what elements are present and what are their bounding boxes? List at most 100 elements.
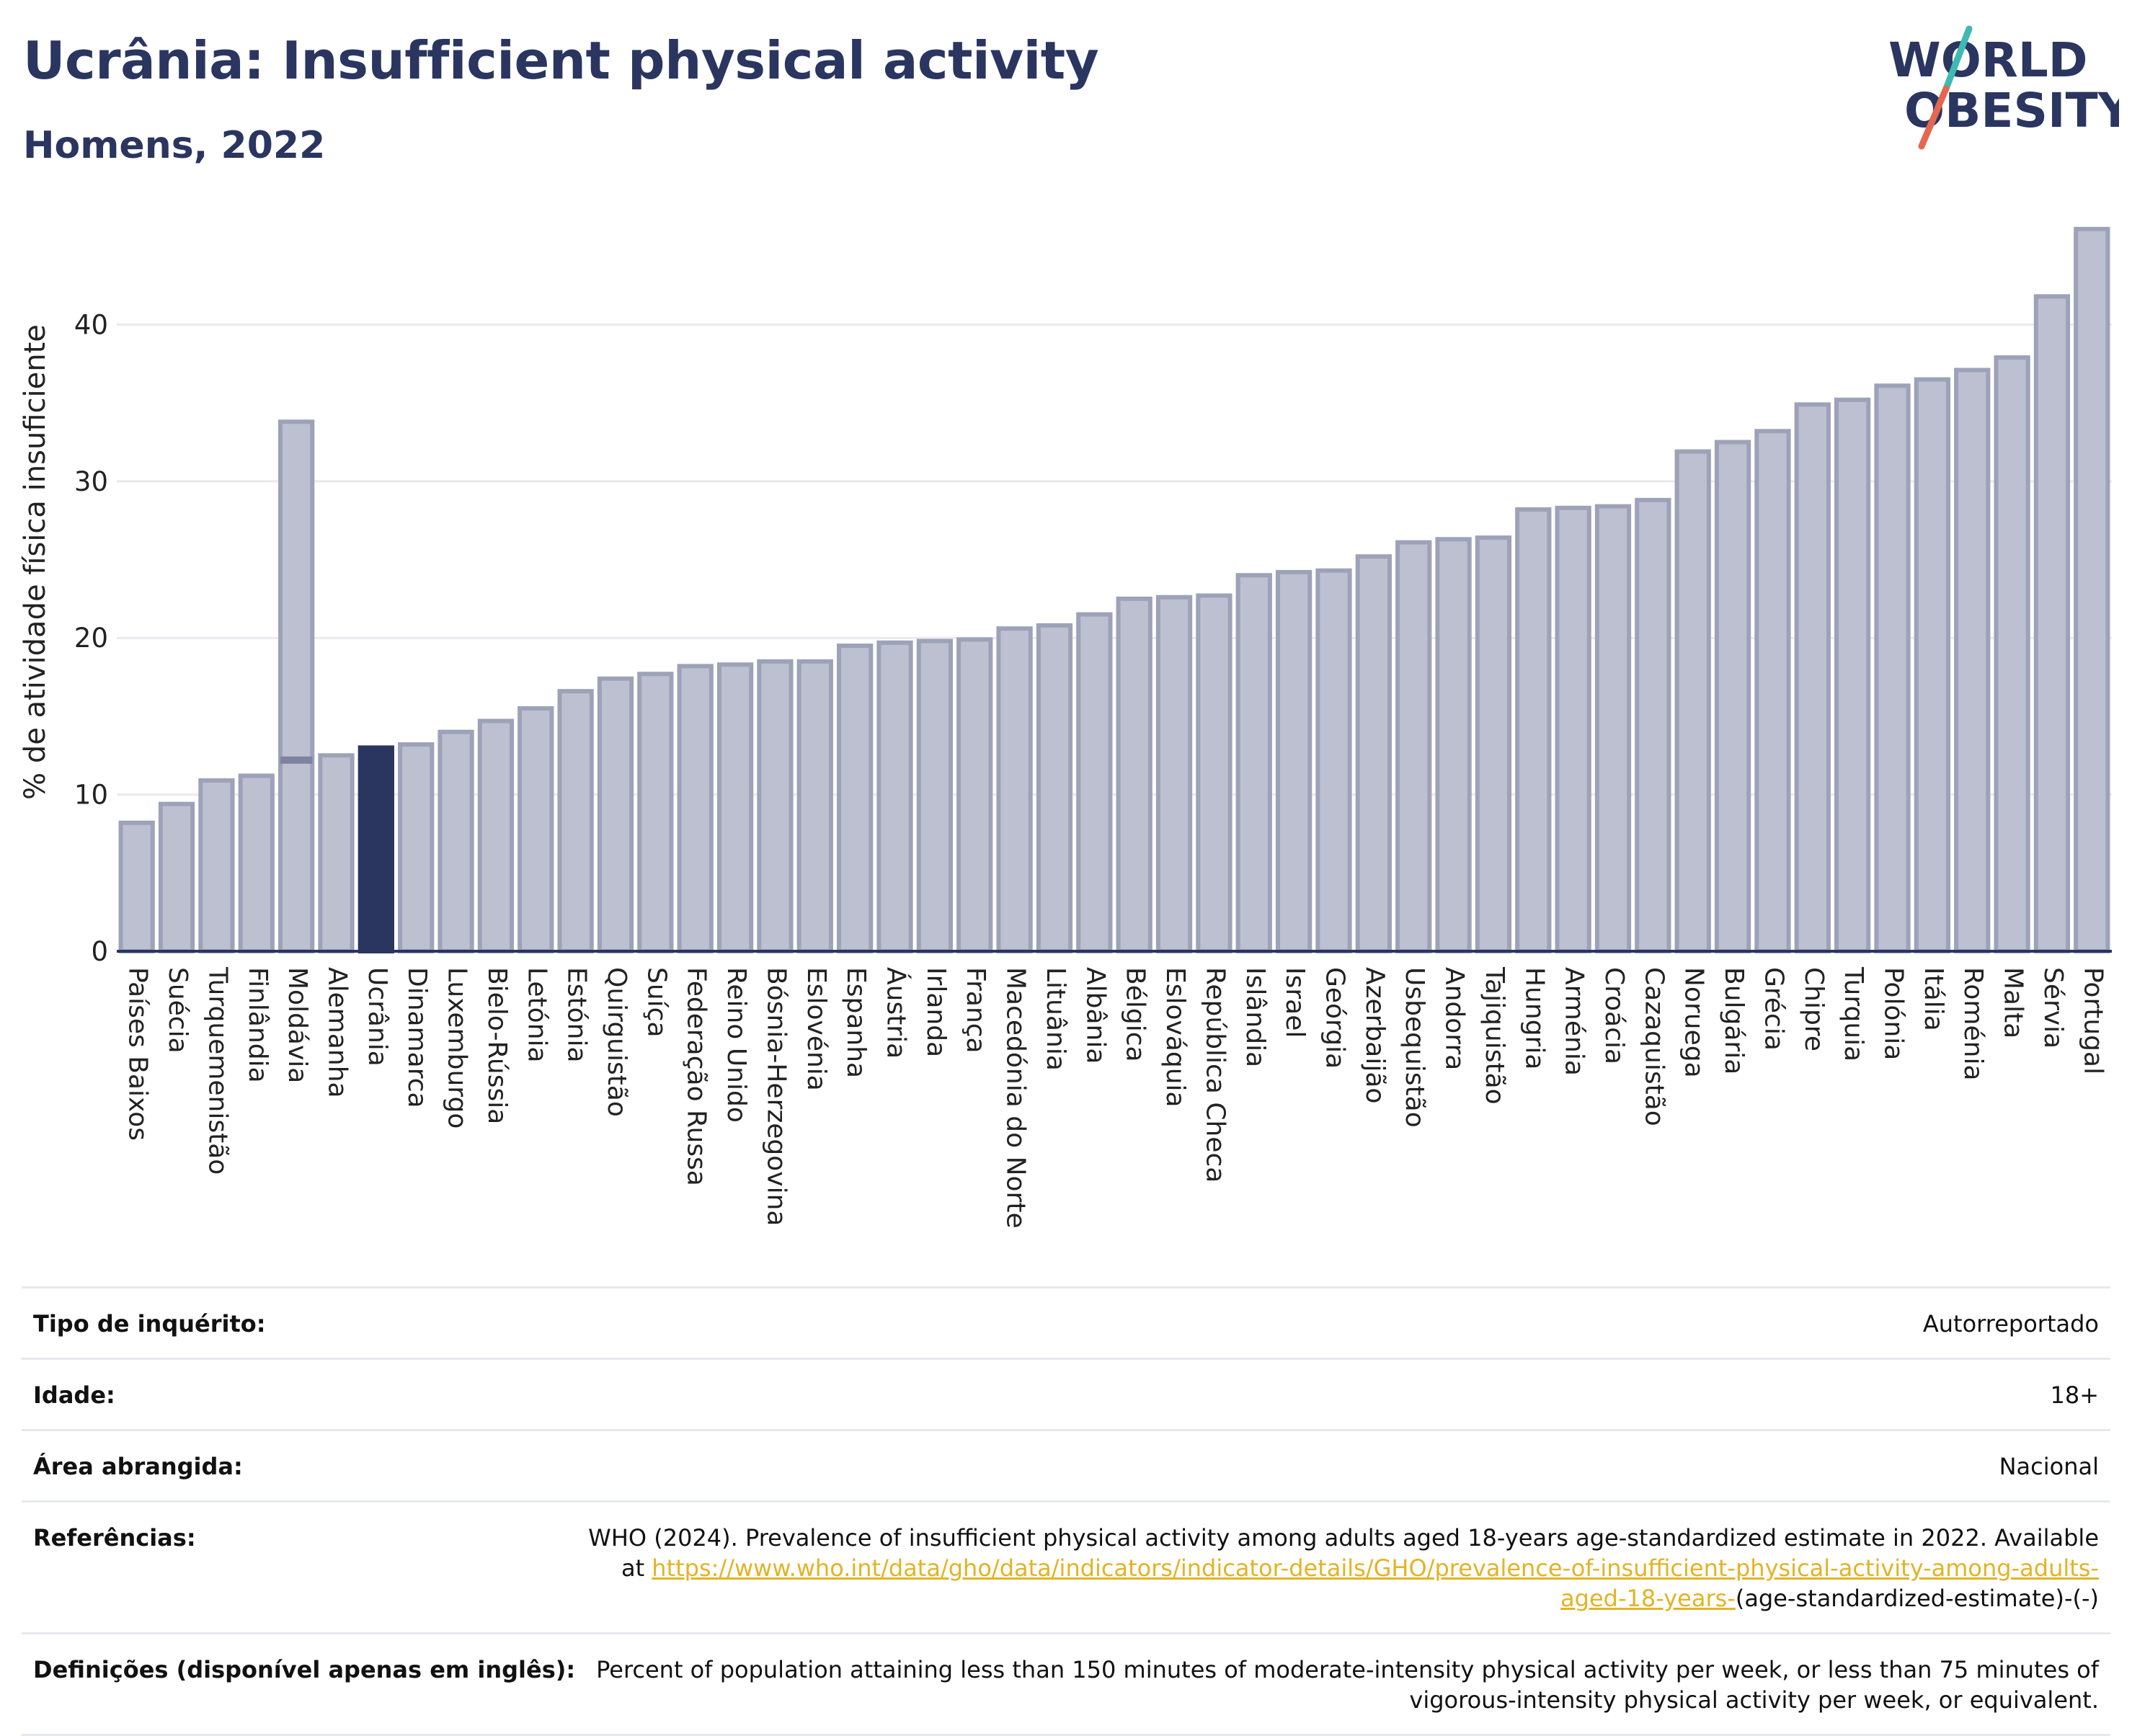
x-tick-label-suecia: Suécia [163, 967, 192, 1054]
overlay-marks [280, 756, 313, 764]
logo-slash-top [1942, 25, 1973, 92]
x-tick-label-grecia: Grécia [1759, 967, 1788, 1051]
bar-ucrania [357, 745, 394, 954]
y-tick-label-20: 20 [74, 623, 108, 654]
x-tick-label-reino-unido: Reino Unido [721, 967, 751, 1123]
bar-dinamarca [398, 742, 435, 953]
x-tick-label-turquemenistao: Turquemenistão [203, 966, 232, 1175]
bar-macedonia-do-norte [996, 626, 1033, 953]
x-tick-label-azerbaijao: Azerbaijão [1360, 967, 1390, 1103]
x-tick-label-croacia: Croácia [1599, 967, 1629, 1064]
bars [118, 226, 2110, 954]
chart-subtitle: Homens, 2022 [23, 124, 326, 167]
x-tick-label-dinamarca: Dinamarca [402, 967, 432, 1108]
bar-israel [1275, 569, 1312, 953]
bar-tajiquistao [1475, 535, 1512, 953]
x-tick-label-federacao-russa: Federação Russa [682, 967, 711, 1186]
bar-espanha [837, 644, 874, 954]
bar-belgica [1116, 596, 1152, 953]
x-axis-labels: Países Baixos Suécia Turquemenistão Finlând… [123, 966, 2108, 1229]
x-tick-label-alemanha: Alemanha [322, 967, 352, 1098]
bar-servia [2033, 294, 2071, 954]
info-row-age: Idade: 18+ [22, 1358, 2110, 1429]
x-tick-label-hungria: Hungria [1519, 967, 1549, 1069]
x-tick-label-lituania: Lituânia [1041, 967, 1070, 1071]
bar-turquemenistao [198, 778, 235, 953]
bar-estonia [557, 689, 594, 953]
x-tick-label-italia: Itália [1919, 967, 1948, 1031]
x-tick-label-espanha: Espanha [841, 967, 871, 1078]
bar-suecia [158, 801, 195, 954]
bar-chart: 0 10 20 30 40 Países Baixos Suécia Turquemenis… [19, 226, 2112, 1229]
bar-reino-unido [716, 662, 754, 953]
x-tick-label-romenia: Roménia [1958, 967, 1988, 1081]
chart-title: Ucrânia: Insufficient physical activity [23, 30, 1099, 91]
x-tick-label-armenia: Arménia [1560, 967, 1589, 1076]
x-tick-label-paises-baixos: Países Baixos [123, 967, 153, 1141]
bar-albania [1076, 612, 1113, 953]
bar-romenia [1954, 368, 1991, 953]
x-tick-label-islandia: Islândia [1240, 967, 1270, 1067]
bar-eslovaquia [1155, 595, 1193, 954]
survey-type-label: Tipo de inquérito: [33, 1310, 266, 1337]
bar-paises-baixos [118, 820, 155, 953]
x-tick-label-moldavia: Moldávia [283, 967, 312, 1083]
bar-luxemburgo [437, 729, 474, 953]
x-tick-label-servia: Sérvia [2038, 967, 2068, 1049]
info-row-coverage: Área abrangida: Nacional [22, 1429, 2110, 1500]
y-axis-ticks: 0 10 20 30 40 [74, 309, 108, 967]
x-tick-label-letonia: Letónia [522, 967, 551, 1063]
bar-andorra [1435, 537, 1472, 953]
world-obesity-logo: WORLD OBESITY [1888, 25, 2119, 150]
bar-finlandia [238, 773, 275, 953]
info-row-definitions: Definições (disponível apenas em inglês)… [22, 1632, 2110, 1736]
y-tick-label-40: 40 [74, 309, 108, 340]
y-tick-label-10: 10 [74, 780, 108, 811]
bar-noruega [1674, 449, 1711, 953]
x-tick-label-bielo-russia: Bielo-Rússia [482, 967, 512, 1124]
definitions-label: Definições (disponível apenas em inglês)… [33, 1656, 576, 1683]
references-text: WHO (2024). Prevalence of insufficient p… [588, 1524, 2099, 1582]
bar-croacia [1594, 504, 1632, 953]
bar-turquia [1834, 397, 1871, 953]
x-tick-label-macedonia-do-norte: Macedónia do Norte [1001, 967, 1031, 1229]
bar-malta [1994, 355, 2030, 953]
coverage-label: Área abrangida: [33, 1453, 243, 1480]
references-label: Referências: [33, 1524, 196, 1552]
x-tick-label-ucrania: Ucrânia [363, 967, 392, 1067]
x-tick-label-franca: França [961, 967, 990, 1054]
overlay-mark-moldavia [280, 756, 313, 764]
x-tick-label-eslovaquia: Eslováquia [1160, 967, 1190, 1108]
logo-slash-bottom [1918, 85, 1950, 150]
x-tick-label-estonia: Estónia [562, 967, 592, 1063]
logo-word-world: WORLD [1888, 32, 2088, 88]
bar-portugal [2074, 226, 2110, 953]
y-tick-label-0: 0 [91, 936, 108, 967]
x-tick-label-israel: Israel [1280, 967, 1310, 1038]
bar-moldavia [277, 419, 315, 953]
bar-alemanha [318, 753, 355, 953]
x-tick-label-noruega: Noruega [1679, 967, 1709, 1078]
bar-chipre [1794, 402, 1831, 953]
age-value: 18+ [2050, 1381, 2099, 1409]
x-tick-label-malta: Malta [1999, 967, 2028, 1038]
references-suffix: (age-standardized-estimate)-(-) [1735, 1585, 2099, 1612]
x-tick-label-bulgaria: Bulgária [1719, 967, 1749, 1074]
bar-irlanda [916, 638, 954, 954]
x-tick-label-portugal: Portugal [2078, 967, 2107, 1074]
y-axis-title: % de atividade física insuficiente [19, 324, 52, 800]
bar-georgia [1315, 568, 1352, 953]
bar-grecia [1754, 429, 1791, 953]
definitions-value: Percent of population attaining less tha… [596, 1656, 2099, 1714]
x-tick-label-austria: Áustria [881, 967, 912, 1059]
references-link[interactable]: https://www.who.int/data/gho/data/indica… [652, 1554, 2099, 1612]
info-row-survey-type: Tipo de inquérito: Autorreportado [22, 1286, 2110, 1358]
bar-italia [1914, 377, 1951, 953]
x-tick-label-eslovenia: Eslovénia [801, 967, 831, 1091]
x-tick-label-cazaquistao: Cazaquistão [1639, 967, 1669, 1126]
x-tick-label-turquia: Turquia [1839, 966, 1868, 1061]
bar-eslovenia [796, 659, 833, 954]
bar-letonia [518, 706, 554, 953]
x-tick-label-andorra: Andorra [1440, 967, 1470, 1070]
x-tick-label-albania: Albânia [1080, 967, 1110, 1064]
